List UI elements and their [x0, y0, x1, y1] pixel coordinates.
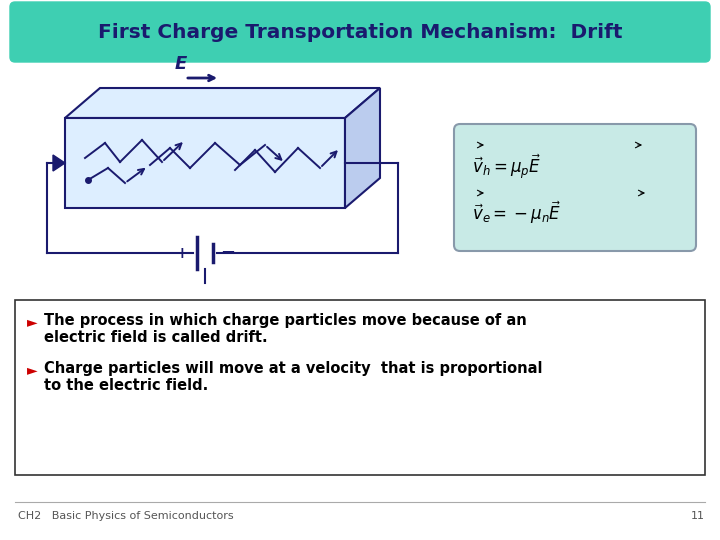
- Text: to the electric field.: to the electric field.: [44, 379, 208, 394]
- Text: ►: ►: [27, 315, 37, 329]
- Polygon shape: [65, 88, 380, 118]
- Text: +: +: [176, 246, 189, 260]
- FancyBboxPatch shape: [454, 124, 696, 251]
- Text: E: E: [175, 55, 187, 73]
- Text: −: −: [220, 244, 235, 262]
- Text: The process in which charge particles move because of an: The process in which charge particles mo…: [44, 313, 527, 327]
- Polygon shape: [65, 118, 345, 208]
- Text: $\vec{v}_h = \mu_p \vec{E}$: $\vec{v}_h = \mu_p \vec{E}$: [472, 153, 541, 181]
- Text: First Charge Transportation Mechanism:  Drift: First Charge Transportation Mechanism: D…: [98, 24, 622, 43]
- FancyBboxPatch shape: [15, 300, 705, 475]
- Polygon shape: [53, 155, 65, 171]
- Polygon shape: [345, 88, 380, 208]
- Text: electric field is called drift.: electric field is called drift.: [44, 330, 268, 346]
- Text: 11: 11: [691, 511, 705, 521]
- Text: CH2   Basic Physics of Semiconductors: CH2 Basic Physics of Semiconductors: [18, 511, 233, 521]
- FancyBboxPatch shape: [10, 2, 710, 62]
- Text: Charge particles will move at a velocity  that is proportional: Charge particles will move at a velocity…: [44, 361, 542, 375]
- Text: $\vec{v}_e = -\mu_n \vec{E}$: $\vec{v}_e = -\mu_n \vec{E}$: [472, 200, 562, 226]
- Text: ►: ►: [27, 363, 37, 377]
